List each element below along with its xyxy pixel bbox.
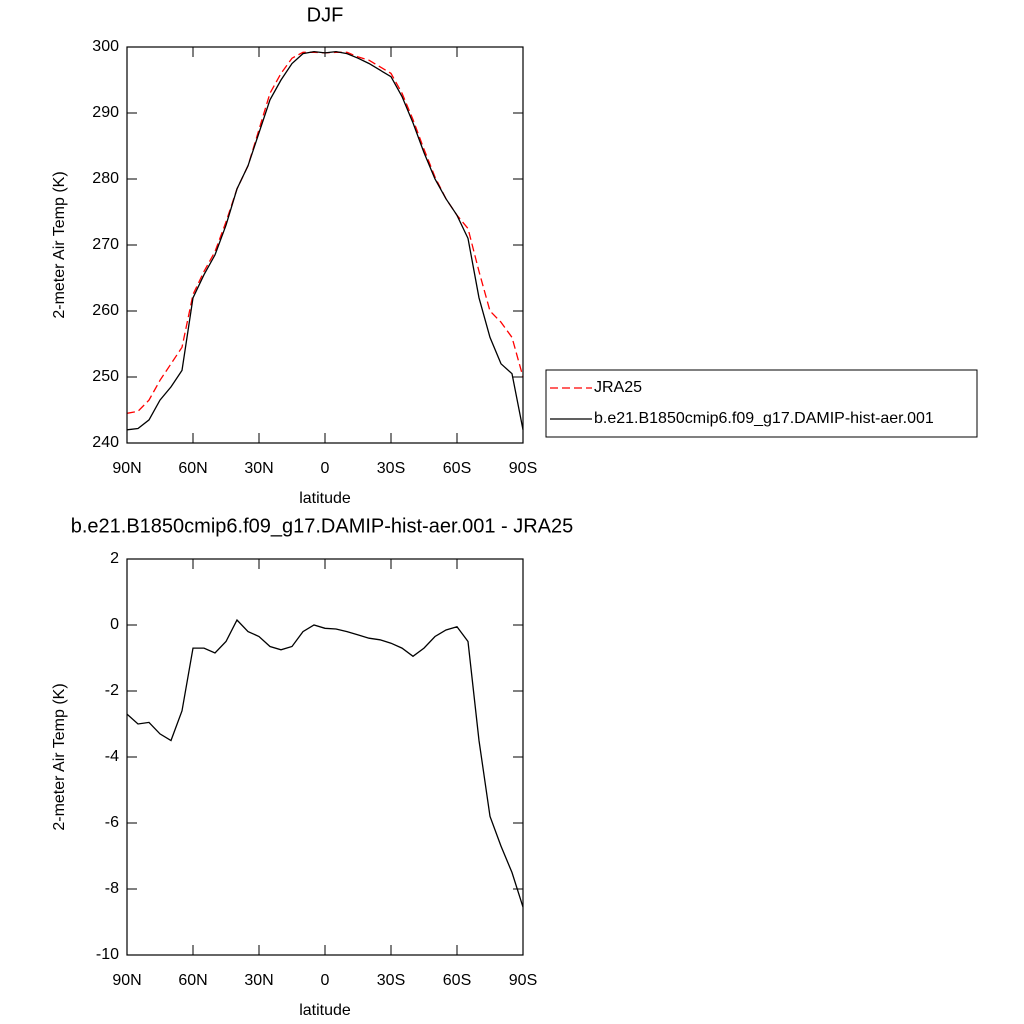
y-tick-label: 280 [92,170,119,187]
plot-frame [126,558,524,956]
x-tick-label: 60S [443,972,471,989]
x-tick-label: 30N [244,460,273,477]
chart-title: b.e21.B1850cmip6.f09_g17.DAMIP-hist-aer.… [71,515,574,537]
y-tick-label: 300 [92,38,119,55]
x-tick-label: 30S [377,460,405,477]
x-tick-label: 60N [178,972,207,989]
x-tick-label: 90N [112,972,141,989]
y-tick-label: 270 [92,236,119,253]
y-tick-label: 240 [92,434,119,451]
legend-box [545,369,978,438]
data-line [126,51,524,414]
x-tick-label: 60N [178,460,207,477]
x-tick-label: 0 [321,972,330,989]
y-tick-label: -8 [105,880,119,897]
y-tick-label: 0 [110,616,119,633]
legend-label: b.e21.B1850cmip6.f09_g17.DAMIP-hist-aer.… [594,410,934,427]
plot-frame [126,46,524,444]
data-line [126,50,524,431]
x-tick-label: 30S [377,972,405,989]
legend-label: JRA25 [594,379,642,396]
x-axis-label: latitude [299,490,351,507]
y-tick-label: -2 [105,682,119,699]
y-axis-label: 2-meter Air Temp (K) [51,171,68,318]
x-tick-label: 90S [509,972,537,989]
y-tick-label: 250 [92,368,119,385]
x-axis-label: latitude [299,1002,351,1019]
x-tick-label: 60S [443,460,471,477]
y-tick-label: -10 [96,946,119,963]
x-tick-label: 0 [321,460,330,477]
data-line [126,618,524,908]
y-tick-label: 2 [110,550,119,567]
x-tick-label: 90S [509,460,537,477]
y-tick-label: -6 [105,814,119,831]
x-tick-label: 90N [112,460,141,477]
y-tick-label: 260 [92,302,119,319]
x-tick-label: 30N [244,972,273,989]
y-tick-label: -4 [105,748,119,765]
y-tick-label: 290 [92,104,119,121]
y-axis-label: 2-meter Air Temp (K) [51,683,68,830]
chart-title: DJF [307,4,344,26]
